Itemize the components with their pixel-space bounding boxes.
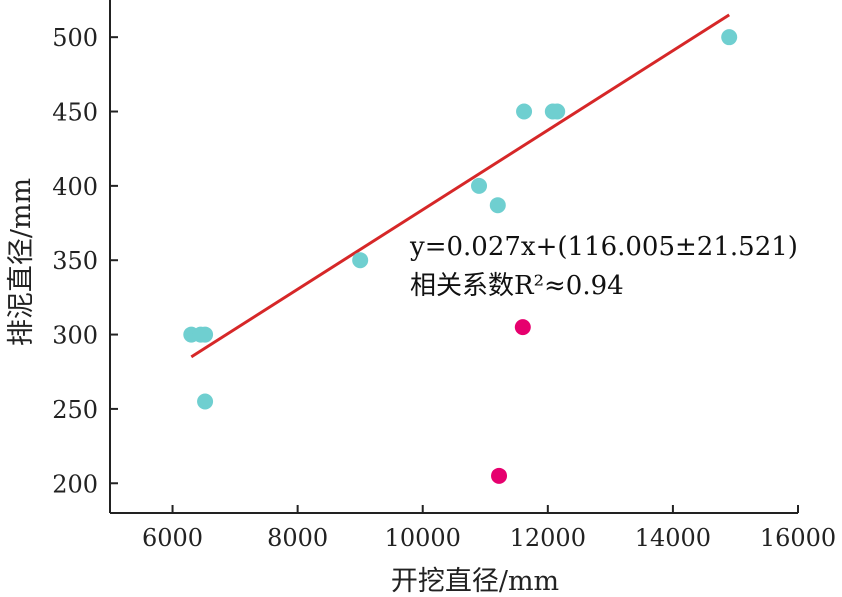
y-tick-label: 200 (52, 470, 98, 498)
x-ticks: 6000 8000 10000 12000 14000 16000 (142, 505, 836, 552)
x-tick-label: 10000 (385, 524, 461, 552)
fit-line (190, 13, 731, 359)
data-points (183, 29, 738, 484)
x-tick-label: 6000 (142, 524, 203, 552)
y-tick-label: 500 (52, 24, 98, 52)
correlation-label: 相关系数R²≈0.94 (410, 271, 624, 301)
y-tick-label: 450 (52, 99, 98, 127)
data-point (471, 177, 488, 194)
x-axis-label: 开挖直径/mm (391, 566, 559, 597)
axes (109, 0, 798, 514)
y-tick-label: 300 (52, 322, 98, 350)
y-axis-label: 排泥直径/mm (6, 178, 37, 346)
x-tick-label: 12000 (510, 524, 586, 552)
data-point (489, 197, 506, 214)
outlier-point (514, 319, 531, 336)
y-tick-label: 400 (52, 173, 98, 201)
outlier-point (491, 467, 508, 484)
x-tick-label: 16000 (760, 524, 836, 552)
fit-equation: y=0.027x+(116.005±21.521) (409, 232, 798, 262)
x-tick-label: 8000 (267, 524, 328, 552)
y-ticks: 200 250 300 350 400 450 500 (52, 24, 118, 498)
data-point (197, 326, 214, 343)
y-tick-label: 350 (52, 247, 98, 275)
data-point (197, 393, 214, 410)
data-point (516, 103, 533, 120)
y-tick-label: 250 (52, 396, 98, 424)
data-point (721, 29, 738, 46)
data-point (549, 103, 566, 120)
x-tick-label: 14000 (635, 524, 711, 552)
data-point (352, 252, 369, 269)
